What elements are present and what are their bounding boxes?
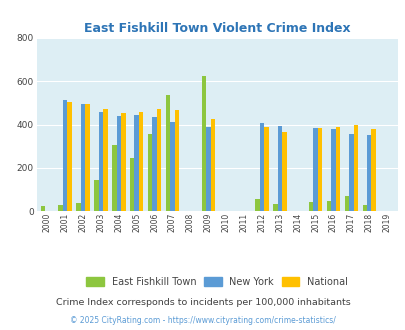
Bar <box>98 112 103 211</box>
Text: Crime Index corresponds to incidents per 100,000 inhabitants: Crime Index corresponds to incidents per… <box>55 298 350 307</box>
Bar <box>85 104 90 211</box>
Bar <box>139 112 143 211</box>
Bar <box>94 180 98 211</box>
Bar <box>330 129 335 211</box>
Bar <box>165 95 170 211</box>
Bar <box>277 126 281 211</box>
Bar <box>156 110 161 211</box>
Bar <box>255 199 259 211</box>
Bar <box>116 116 121 211</box>
Bar <box>174 111 179 211</box>
Bar <box>152 117 156 211</box>
Bar <box>121 113 125 211</box>
Title: East Fishkill Town Violent Crime Index: East Fishkill Town Violent Crime Index <box>84 22 350 35</box>
Bar <box>308 202 313 211</box>
Bar <box>366 135 371 211</box>
Bar <box>335 127 339 211</box>
Bar <box>348 134 353 211</box>
Bar <box>344 196 348 211</box>
Bar <box>210 118 214 211</box>
Bar <box>67 102 72 211</box>
Bar <box>362 205 366 211</box>
Bar <box>170 122 174 211</box>
Bar <box>281 132 286 211</box>
Bar <box>112 145 116 211</box>
Bar <box>371 129 375 211</box>
Bar <box>205 127 210 211</box>
Bar <box>201 76 205 211</box>
Bar <box>130 158 134 211</box>
Bar <box>147 134 152 211</box>
Bar <box>273 204 277 211</box>
Bar <box>264 127 268 211</box>
Bar <box>353 124 357 211</box>
Bar <box>76 203 81 211</box>
Bar <box>134 115 139 211</box>
Bar <box>58 205 63 211</box>
Bar <box>313 128 317 211</box>
Bar <box>103 110 107 211</box>
Text: © 2025 CityRating.com - https://www.cityrating.com/crime-statistics/: © 2025 CityRating.com - https://www.city… <box>70 316 335 325</box>
Bar <box>326 201 330 211</box>
Bar <box>317 128 322 211</box>
Bar <box>63 100 67 211</box>
Legend: East Fishkill Town, New York, National: East Fishkill Town, New York, National <box>82 273 351 291</box>
Bar <box>40 206 45 211</box>
Bar <box>81 104 85 211</box>
Bar <box>259 123 264 211</box>
